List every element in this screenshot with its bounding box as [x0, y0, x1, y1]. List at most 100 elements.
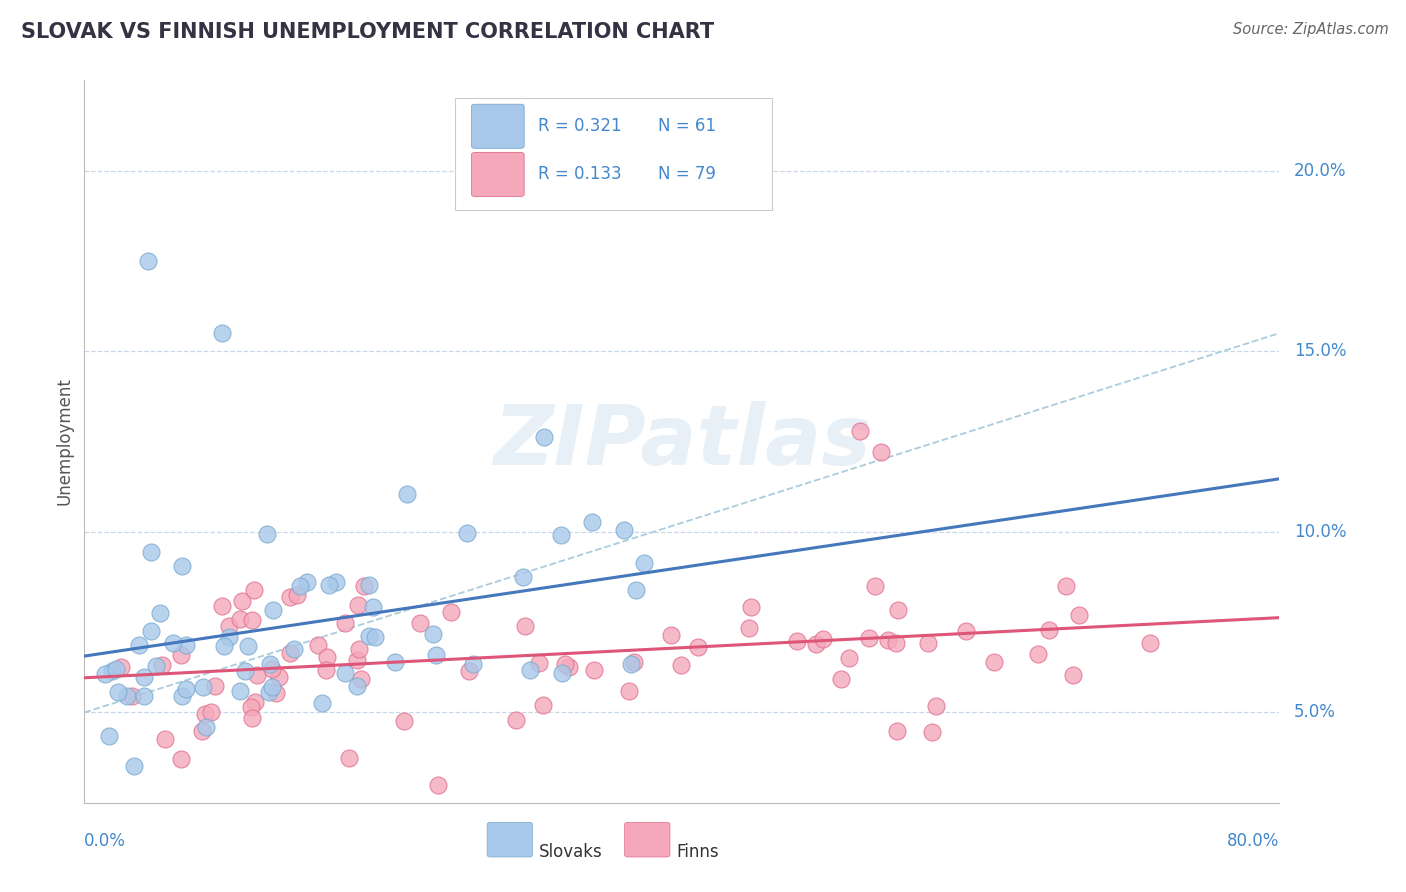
Point: [94, 666, 117, 681]
Text: 20.0%: 20.0%: [1294, 161, 1347, 179]
Point: [581, 516, 603, 530]
Point: [886, 723, 908, 738]
Point: [311, 697, 333, 711]
Point: [461, 657, 484, 671]
Point: [211, 326, 233, 340]
Point: [1054, 579, 1077, 593]
Point: [269, 670, 291, 684]
Point: [169, 752, 191, 766]
Text: 5.0%: 5.0%: [1294, 704, 1336, 722]
Point: [256, 527, 278, 541]
Point: [633, 556, 655, 570]
Point: [519, 663, 541, 677]
Point: [170, 558, 193, 573]
Point: [240, 711, 263, 725]
FancyBboxPatch shape: [471, 104, 524, 148]
Text: N = 61: N = 61: [658, 117, 716, 135]
Point: [257, 685, 280, 699]
Point: [554, 657, 576, 672]
Point: [870, 445, 893, 459]
Text: Finns: Finns: [676, 843, 718, 861]
Point: [315, 663, 337, 677]
Point: [408, 616, 430, 631]
Point: [240, 613, 263, 627]
Point: [505, 714, 527, 728]
Point: [624, 582, 647, 597]
Point: [136, 253, 159, 268]
Point: [551, 666, 574, 681]
Point: [122, 759, 145, 773]
Point: [395, 487, 418, 501]
Point: [240, 699, 263, 714]
Point: [218, 630, 240, 644]
Point: [233, 665, 256, 679]
Point: [295, 574, 318, 589]
Point: [242, 583, 264, 598]
Point: [266, 686, 288, 700]
Point: [422, 627, 444, 641]
Point: [531, 698, 554, 712]
Point: [456, 526, 478, 541]
Point: [830, 672, 852, 686]
Point: [806, 637, 828, 651]
Point: [917, 636, 939, 650]
Point: [1139, 636, 1161, 650]
Point: [738, 621, 761, 635]
Point: [318, 577, 340, 591]
Point: [141, 624, 163, 638]
Point: [315, 649, 337, 664]
Point: [786, 634, 808, 648]
Point: [1038, 623, 1060, 637]
Point: [550, 528, 572, 542]
Point: [858, 631, 880, 645]
Point: [613, 523, 636, 537]
Point: [193, 680, 215, 694]
Point: [440, 605, 463, 619]
Point: [194, 720, 217, 734]
Y-axis label: Unemployment: Unemployment: [55, 377, 73, 506]
Point: [307, 638, 329, 652]
Point: [1062, 668, 1084, 682]
Point: [688, 640, 710, 654]
Point: [278, 646, 301, 660]
Point: [174, 638, 197, 652]
Point: [132, 670, 155, 684]
Point: [333, 616, 356, 631]
Point: [121, 689, 143, 703]
Point: [346, 652, 368, 666]
Point: [350, 672, 373, 686]
Text: 80.0%: 80.0%: [1227, 831, 1279, 850]
Point: [848, 424, 870, 438]
Text: 10.0%: 10.0%: [1294, 523, 1347, 541]
FancyBboxPatch shape: [456, 98, 772, 211]
Point: [325, 575, 347, 590]
Point: [955, 624, 977, 638]
Point: [162, 636, 184, 650]
Text: 0.0%: 0.0%: [84, 831, 127, 850]
Point: [204, 679, 226, 693]
Point: [357, 629, 380, 643]
Point: [512, 570, 534, 584]
Point: [623, 655, 645, 669]
Point: [811, 632, 834, 646]
Point: [347, 598, 370, 612]
Point: [925, 698, 948, 713]
Point: [617, 683, 640, 698]
Point: [132, 689, 155, 703]
Point: [983, 656, 1005, 670]
Point: [283, 641, 305, 656]
Text: R = 0.321: R = 0.321: [538, 117, 621, 135]
Point: [346, 679, 368, 693]
Point: [887, 602, 910, 616]
Text: ZIPatlas: ZIPatlas: [494, 401, 870, 482]
Point: [392, 714, 415, 728]
Point: [259, 657, 281, 671]
Point: [513, 618, 536, 632]
Point: [170, 648, 193, 662]
FancyBboxPatch shape: [471, 153, 524, 196]
Point: [211, 599, 233, 614]
Point: [104, 662, 127, 676]
Point: [285, 588, 308, 602]
Point: [583, 663, 606, 677]
Text: Source: ZipAtlas.com: Source: ZipAtlas.com: [1233, 22, 1389, 37]
